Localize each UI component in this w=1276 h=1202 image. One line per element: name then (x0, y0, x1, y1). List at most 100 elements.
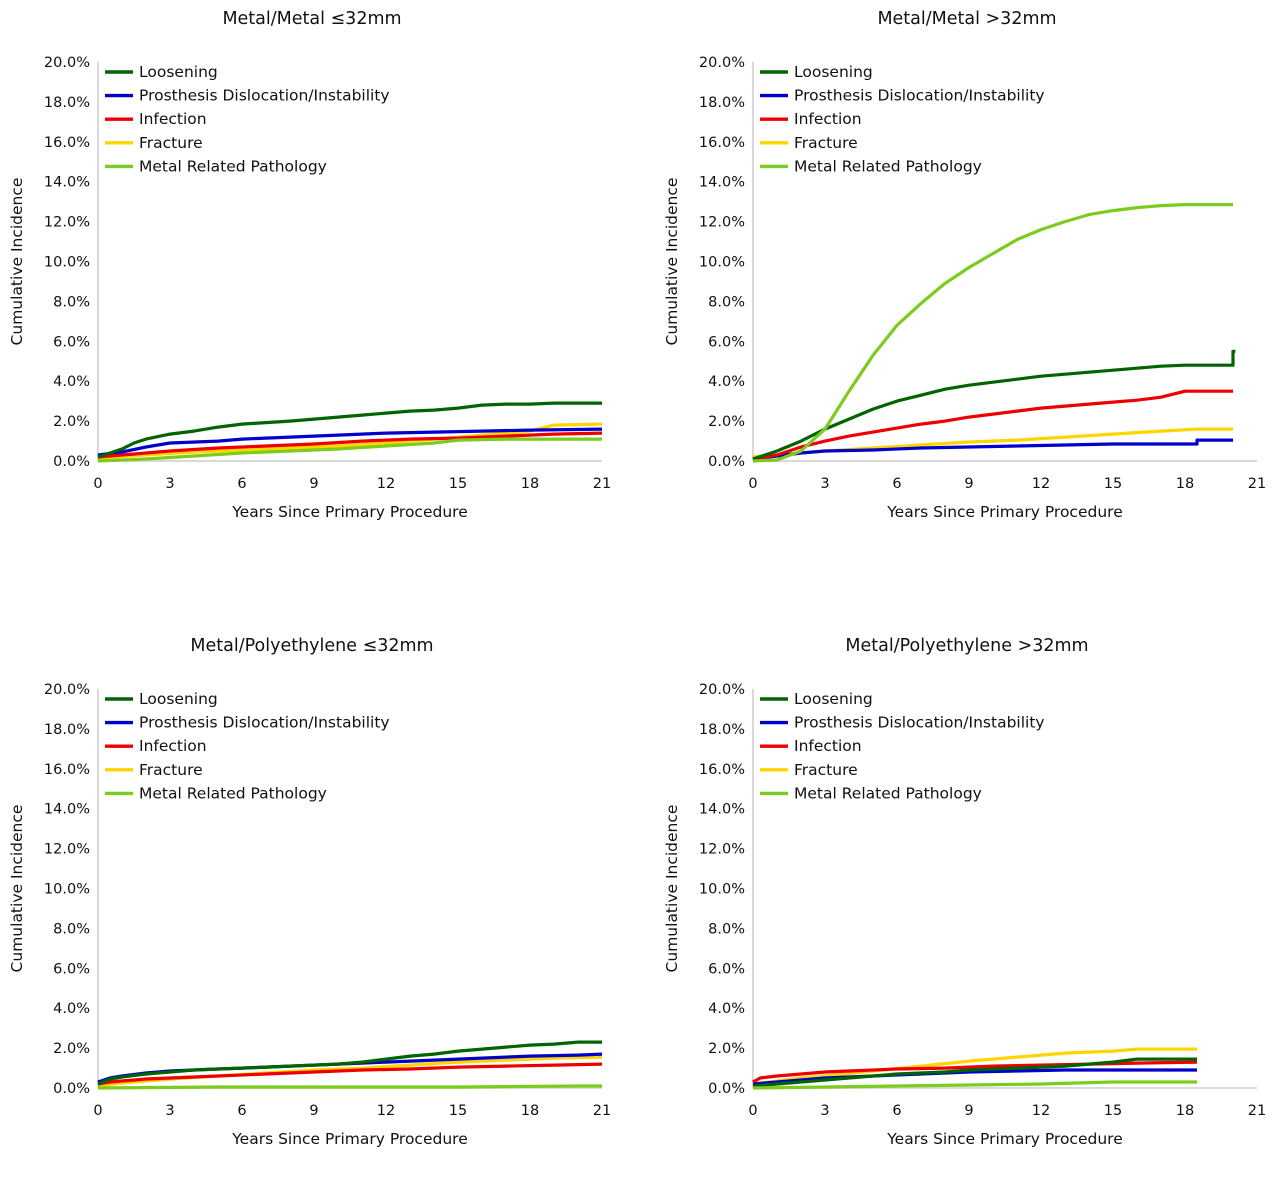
x-tick-label: 0 (93, 476, 102, 492)
legend-label-metal: Metal Related Pathology (794, 784, 982, 802)
y-tick-label: 4.0% (53, 1001, 90, 1017)
x-tick-label: 3 (165, 476, 174, 492)
legend-label-loosening: Loosening (794, 63, 873, 81)
y-tick-label: 14.0% (699, 175, 745, 191)
x-tick-label: 0 (748, 1103, 757, 1119)
x-axis-label: Years Since Primary Procedure (886, 503, 1122, 521)
y-tick-label: 8.0% (53, 921, 90, 937)
x-axis-label: Years Since Primary Procedure (231, 1130, 467, 1148)
x-tick-label: 6 (237, 1103, 246, 1119)
y-tick-label: 20.0% (699, 682, 745, 698)
chart-title: Metal/Metal ≤32mm (222, 9, 401, 29)
series-line-infection (97, 431, 603, 459)
y-axis-label: Cumulative Incidence (8, 178, 26, 346)
x-tick-label: 9 (309, 476, 318, 492)
y-tick-label: 10.0% (699, 255, 745, 271)
x-tick-label: 9 (964, 476, 973, 492)
chart-panel-metal-metal-large: Metal/Metal >32mm Cumulative Incidence Yea… (655, 0, 1276, 575)
x-tick-label: 0 (748, 476, 757, 492)
x-tick-label: 6 (237, 476, 246, 492)
series-line-infection (97, 1062, 603, 1086)
chart-panel-metal-poly-small: Metal/Polyethylene ≤32mm Cumulative Incid… (0, 627, 638, 1202)
y-tick-label: 16.0% (699, 135, 745, 151)
legend-label-dislocation: Prosthesis Dislocation/Instability (794, 714, 1045, 732)
y-tick-label: 6.0% (708, 334, 745, 350)
chart-metal-poly-small: Metal/Polyethylene ≤32mm Cumulative Incid… (8, 636, 611, 1148)
x-tick-label: 18 (1176, 476, 1194, 492)
y-tick-label: 18.0% (699, 722, 745, 738)
x-tick-label: 9 (309, 1103, 318, 1119)
y-tick-label: 18.0% (699, 95, 745, 111)
x-tick-label: 18 (1176, 1103, 1194, 1119)
chart-title: Metal/Polyethylene ≤32mm (190, 636, 433, 656)
y-tick-label: 10.0% (44, 255, 90, 271)
x-tick-label: 12 (377, 476, 395, 492)
y-tick-label: 8.0% (53, 294, 90, 310)
y-tick-label: 16.0% (44, 762, 90, 778)
y-tick-label: 2.0% (53, 1041, 90, 1057)
y-tick-label: 12.0% (699, 215, 745, 231)
chart-title: Metal/Polyethylene >32mm (845, 636, 1088, 656)
chart-panel-metal-metal-small: Metal/Metal ≤32mm Cumulative Incidence Yea… (0, 0, 638, 575)
legend-label-loosening: Loosening (794, 690, 873, 708)
series-line-dislocation (97, 427, 603, 457)
series-line-metal (752, 203, 1233, 463)
series-line-loosening (752, 349, 1236, 461)
legend-label-infection: Infection (139, 737, 207, 755)
series-line-infection (752, 389, 1233, 461)
x-tick-label: 15 (449, 476, 467, 492)
y-tick-label: 10.0% (699, 882, 745, 898)
chart-panel-metal-poly-large: Metal/Polyethylene >32mm Cumulative Incid… (655, 627, 1276, 1202)
x-tick-label: 12 (377, 1103, 395, 1119)
x-tick-label: 18 (521, 1103, 539, 1119)
chart-metal-metal-large: Metal/Metal >32mm Cumulative Incidence Yea… (663, 9, 1266, 521)
series-line-fracture (752, 1047, 1197, 1086)
legend-label-metal: Metal Related Pathology (139, 157, 327, 175)
legend-label-dislocation: Prosthesis Dislocation/Instability (139, 714, 390, 732)
y-tick-label: 12.0% (44, 215, 90, 231)
series-line-dislocation (752, 438, 1233, 461)
x-tick-label: 21 (593, 1103, 611, 1119)
legend-label-fracture: Fracture (139, 761, 203, 779)
y-tick-label: 0.0% (53, 1081, 90, 1097)
y-tick-label: 16.0% (699, 762, 745, 778)
x-tick-label: 6 (892, 476, 901, 492)
y-axis-label: Cumulative Incidence (8, 805, 26, 973)
x-axis-label: Years Since Primary Procedure (886, 1130, 1122, 1148)
x-tick-label: 21 (593, 476, 611, 492)
legend-label-dislocation: Prosthesis Dislocation/Instability (794, 87, 1045, 105)
y-tick-label: 16.0% (44, 135, 90, 151)
x-tick-label: 15 (1104, 476, 1122, 492)
x-tick-label: 15 (1104, 1103, 1122, 1119)
x-tick-label: 3 (165, 1103, 174, 1119)
y-tick-label: 4.0% (708, 1001, 745, 1017)
y-tick-label: 0.0% (53, 454, 90, 470)
x-tick-label: 15 (449, 1103, 467, 1119)
series-line-fracture (97, 1055, 603, 1088)
y-tick-label: 10.0% (44, 882, 90, 898)
x-tick-label: 21 (1248, 1103, 1266, 1119)
y-tick-label: 6.0% (708, 961, 745, 977)
y-tick-label: 6.0% (53, 961, 90, 977)
y-tick-label: 14.0% (44, 175, 90, 191)
x-tick-label: 21 (1248, 476, 1266, 492)
y-tick-label: 18.0% (44, 95, 90, 111)
legend-label-loosening: Loosening (139, 690, 218, 708)
y-tick-label: 20.0% (44, 682, 90, 698)
y-tick-label: 12.0% (699, 842, 745, 858)
y-tick-label: 6.0% (53, 334, 90, 350)
x-axis-label: Years Since Primary Procedure (231, 503, 467, 521)
series-line-metal (97, 1084, 602, 1090)
legend-label-metal: Metal Related Pathology (139, 784, 327, 802)
y-tick-label: 8.0% (708, 294, 745, 310)
legend-label-infection: Infection (139, 110, 207, 128)
y-tick-label: 4.0% (53, 374, 90, 390)
y-tick-label: 12.0% (44, 842, 90, 858)
y-tick-label: 18.0% (44, 722, 90, 738)
y-axis-label: Cumulative Incidence (663, 178, 681, 346)
legend-label-infection: Infection (794, 737, 862, 755)
legend-label-fracture: Fracture (794, 761, 858, 779)
y-axis-label: Cumulative Incidence (663, 805, 681, 973)
x-tick-label: 12 (1032, 476, 1050, 492)
y-tick-label: 0.0% (708, 1081, 745, 1097)
